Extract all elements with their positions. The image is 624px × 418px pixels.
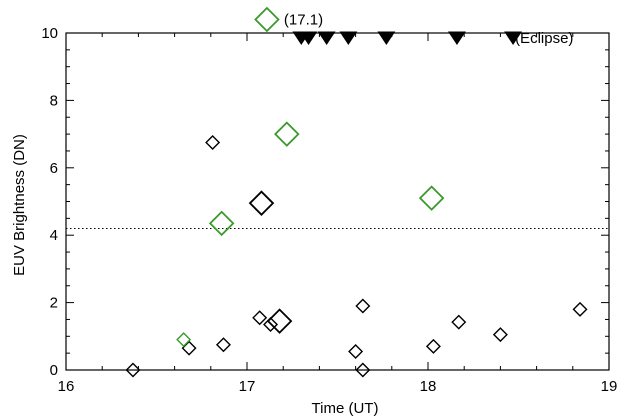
y-tick-label: 0 (50, 362, 58, 379)
data-point-diamond (254, 6, 280, 33)
data-point-diamond (348, 343, 364, 359)
y-tick-label: 6 (50, 160, 58, 177)
ticks-layer: 16 17 18 19 0 2 4 6 8 10 (41, 25, 617, 395)
data-point-diamond (125, 362, 141, 378)
data-point-diamond (205, 135, 221, 151)
x-axis-title: Time (UT) (312, 400, 379, 417)
data-point-diamond (355, 298, 371, 314)
annotation-eclipse: (Eclipse) (515, 30, 573, 47)
annotation-layer: (17.1) (Eclipse) (284, 12, 574, 48)
data-point-diamond (248, 190, 275, 216)
data-point-diamond (418, 185, 445, 211)
data-point-diamond (176, 332, 192, 348)
x-tick-label: 19 (601, 378, 618, 395)
marks-layer (125, 6, 588, 378)
data-point-triangle (317, 31, 336, 45)
data-point-diamond (274, 121, 300, 147)
data-point-diamond (266, 308, 293, 334)
data-point-diamond (355, 362, 371, 378)
data-point-triangle (377, 31, 396, 45)
data-point-diamond (208, 210, 235, 237)
x-tick-label: 16 (58, 378, 75, 395)
y-axis-title: EUV Brightness (DN) (11, 134, 28, 276)
data-point-diamond (451, 314, 467, 330)
data-point-diamond (572, 301, 588, 317)
y-tick-label: 4 (50, 227, 58, 244)
data-point-diamond (263, 317, 279, 332)
data-point-diamond (425, 338, 441, 354)
data-point-diamond (252, 310, 268, 326)
annotation-171: (17.1) (284, 12, 323, 29)
y-tick-label: 2 (50, 295, 58, 312)
y-tick-label: 8 (50, 92, 58, 109)
data-point-diamond (492, 327, 508, 343)
y-tick-label: 10 (41, 25, 58, 42)
data-point-diamond (215, 337, 231, 353)
data-point-diamond (181, 340, 197, 356)
plot-border (65, 32, 610, 371)
plot-frame (65, 32, 610, 371)
data-point-triangle (299, 31, 318, 45)
x-tick-label: 18 (420, 378, 437, 395)
data-point-triangle (448, 31, 466, 45)
data-point-triangle (504, 31, 523, 45)
data-point-triangle (339, 31, 358, 45)
x-tick-label: 17 (239, 378, 256, 395)
